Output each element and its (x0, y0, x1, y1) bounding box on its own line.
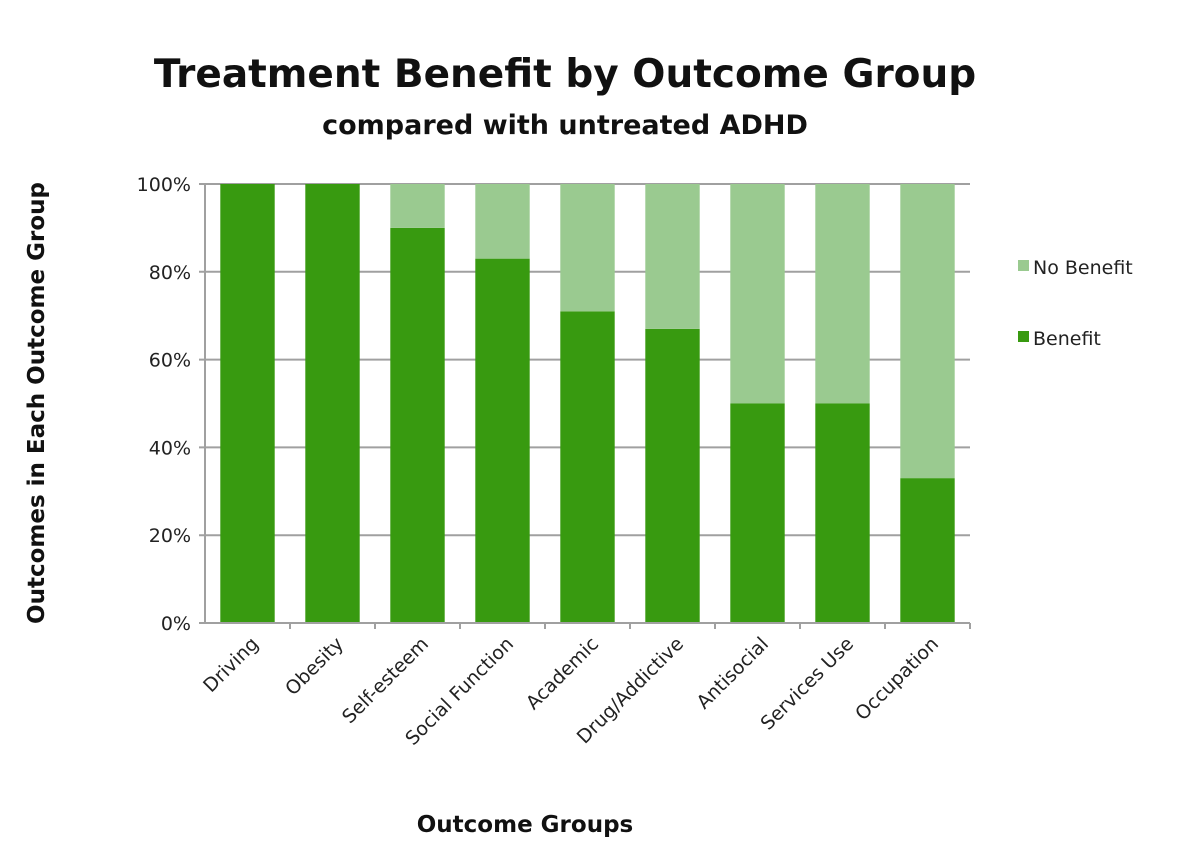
chart-title: Treatment Benefit by Outcome Group (153, 52, 977, 97)
bar-no-benefit (730, 184, 785, 404)
bar-benefit (390, 227, 445, 623)
legend-swatch (1018, 260, 1029, 271)
x-tick-label: Antisocial (692, 633, 773, 714)
y-tick-label: 0% (161, 613, 191, 635)
y-tick-label: 100% (137, 174, 191, 196)
y-tick-label: 80% (149, 262, 191, 284)
y-tick-label: 40% (149, 437, 191, 459)
bar-benefit (475, 258, 530, 623)
bar-benefit (730, 403, 785, 623)
y-tick-label: 20% (149, 525, 191, 547)
bar-benefit (645, 328, 700, 623)
bar-no-benefit (560, 184, 615, 312)
bar-no-benefit (900, 184, 955, 479)
legend-swatch (1018, 331, 1029, 342)
x-tick-label: Driving (199, 633, 263, 697)
bar-benefit (900, 478, 955, 623)
bar-no-benefit (475, 184, 530, 259)
legend-label: Benefit (1033, 328, 1101, 350)
bar-benefit (560, 311, 615, 623)
legend-label: No Benefit (1033, 257, 1133, 279)
bar-benefit (815, 403, 870, 623)
x-tick-label: Occupation (851, 633, 943, 725)
chart-subtitle: compared with untreated ADHD (322, 110, 808, 141)
bar-no-benefit (390, 184, 445, 228)
bar-benefit (220, 184, 275, 623)
bar-no-benefit (645, 184, 700, 329)
y-tick-label: 60% (149, 350, 191, 372)
bar-benefit (305, 184, 360, 623)
x-tick-label: Self-esteem (338, 633, 433, 728)
y-axis-label: Outcomes in Each Outcome Group (24, 182, 50, 624)
x-axis-label: Outcome Groups (417, 812, 633, 838)
x-tick-label: Academic (522, 633, 603, 714)
x-tick-label: Obesity (281, 633, 348, 700)
bar-no-benefit (815, 184, 870, 404)
